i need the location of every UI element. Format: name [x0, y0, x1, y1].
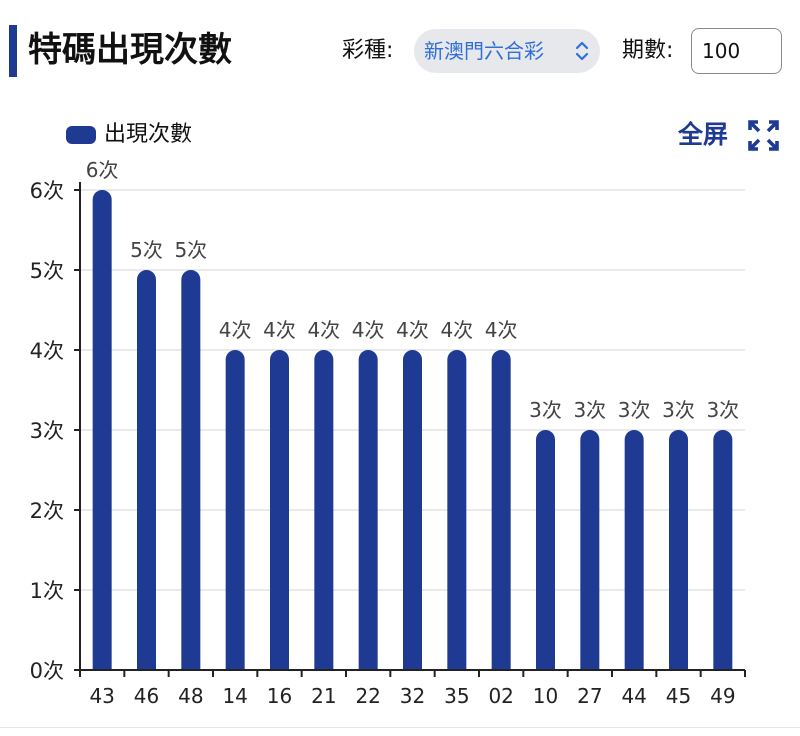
- x-tick-label: 32: [400, 684, 425, 708]
- expand-icon: [748, 120, 779, 151]
- chart-header: 特碼出現次數 彩種: 新澳門六合彩 期數:: [0, 22, 800, 80]
- chevron-up-down-icon[interactable]: [574, 36, 590, 66]
- lottery-type-select[interactable]: 新澳門六合彩: [414, 29, 600, 73]
- x-tick-label: 10: [533, 684, 558, 708]
- bar[interactable]: [447, 350, 467, 670]
- bar[interactable]: [92, 190, 112, 670]
- bar[interactable]: [225, 350, 245, 670]
- y-tick-label: 3次: [30, 419, 64, 443]
- bar[interactable]: [491, 350, 511, 670]
- x-tick-label: 21: [311, 684, 336, 708]
- bar-value-label: 4次: [440, 318, 473, 342]
- bar-value-label: 3次: [573, 398, 606, 422]
- bar-value-label: 3次: [706, 398, 739, 422]
- period-count-input[interactable]: [691, 28, 782, 74]
- fullscreen-label: 全屏: [678, 120, 729, 149]
- bar-value-label: 3次: [662, 398, 695, 422]
- bar-value-label: 4次: [219, 318, 252, 342]
- x-tick-label: 44: [621, 684, 646, 708]
- bar[interactable]: [181, 270, 201, 670]
- x-tick-label: 43: [89, 684, 114, 708]
- axes: 0次 1次 2次 3次 4次 5次 6次 43 46 48 14 16 21 22 32 35 02 10 27 44…: [30, 179, 746, 708]
- bar-value-label: 5次: [174, 238, 207, 262]
- y-tick-label: 2次: [30, 499, 64, 523]
- bar[interactable]: [314, 350, 334, 670]
- x-tick-label: 49: [710, 684, 735, 708]
- x-tick-label: 48: [178, 684, 203, 708]
- x-tick-label: 02: [488, 684, 513, 708]
- legend-item-label: 出現次數: [104, 122, 193, 147]
- bar[interactable]: [270, 350, 289, 670]
- bar-value-label: 4次: [307, 318, 340, 342]
- legend-swatch: [66, 126, 96, 144]
- x-tick-label: 22: [355, 684, 380, 708]
- y-tick-label: 4次: [30, 339, 64, 363]
- bottom-divider: [0, 727, 800, 728]
- y-tick-label: 6次: [30, 179, 64, 203]
- bar[interactable]: [624, 430, 644, 670]
- bar-value-label: 3次: [529, 398, 562, 422]
- x-tick-label: 14: [222, 684, 247, 708]
- bar[interactable]: [358, 350, 378, 670]
- bar[interactable]: [713, 430, 733, 670]
- bar[interactable]: [580, 430, 600, 670]
- y-tick-label: 0次: [30, 659, 64, 683]
- x-tick-label: 16: [267, 684, 292, 708]
- bar-value-label: 5次: [130, 238, 163, 262]
- bar[interactable]: [403, 350, 422, 670]
- bar-value-label: 6次: [86, 158, 119, 182]
- bar-value-label: 4次: [352, 318, 385, 342]
- y-tick-label: 1次: [30, 579, 64, 603]
- x-tick-label: 46: [134, 684, 159, 708]
- bar[interactable]: [536, 430, 555, 670]
- bar[interactable]: [669, 430, 688, 670]
- x-tick-label: 35: [444, 684, 469, 708]
- data-labels: 6次 5次 5次 4次 4次 4次 4次 4次 4次 4次 3次 3次 3次 3次 3次: [86, 158, 739, 422]
- bar-value-label: 4次: [485, 318, 518, 342]
- x-tick-label: 27: [577, 684, 602, 708]
- page-title: 特碼出現次數: [28, 30, 232, 70]
- period-count-label: 期數:: [622, 38, 674, 63]
- fullscreen-button[interactable]: 全屏: [678, 116, 782, 154]
- bars: [92, 190, 733, 670]
- x-tick-label: 45: [666, 684, 691, 708]
- y-tick-label: 5次: [30, 259, 64, 283]
- lottery-type-selected-value: 新澳門六合彩: [424, 39, 544, 63]
- lottery-type-label: 彩種:: [342, 38, 394, 63]
- bar-value-label: 4次: [263, 318, 296, 342]
- title-accent-bar: [9, 25, 17, 77]
- bar[interactable]: [137, 270, 156, 670]
- bar-value-label: 4次: [396, 318, 429, 342]
- bar-value-label: 3次: [618, 398, 651, 422]
